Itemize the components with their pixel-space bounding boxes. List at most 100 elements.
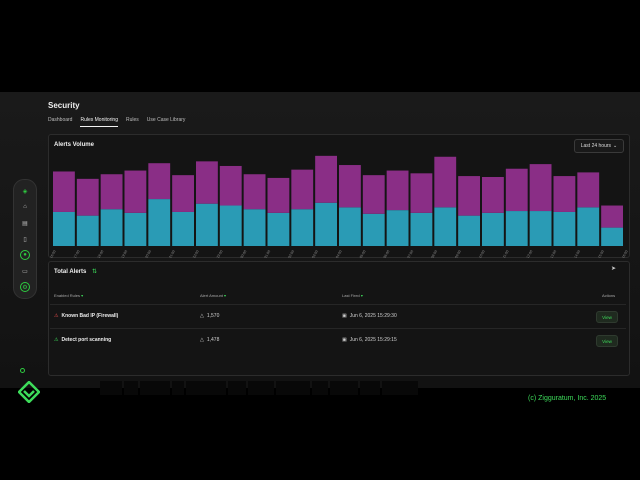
x-tick-label: 10:00 [478,249,486,258]
bar-segment-lower [339,207,361,246]
view-button[interactable]: View [596,335,618,347]
bar-segment-lower [386,210,409,246]
x-tick-label: 16:00 [621,249,628,258]
sort-icon[interactable]: ⇅ [92,269,98,275]
rule-name-cell[interactable]: ⚠ Detect port scanning [54,337,112,343]
bar-segment-upper [148,163,171,200]
bar-segment-lower [124,212,147,246]
zigguratum-logo-icon [18,381,40,403]
bar-segment-lower [434,207,457,246]
bar-segment-lower [577,207,600,246]
tab-rules-monitoring[interactable]: Rules Monitoring [80,117,118,127]
x-tick-label: 00:00 [240,249,248,258]
x-tick-label: 20:00 [144,249,152,258]
bar-segment-lower [148,199,171,246]
bar-segment-lower [482,212,504,246]
bar-segment-upper [219,165,242,206]
warning-icon: △ [200,337,204,343]
bar-segment-lower [505,211,528,246]
total-alerts-title: Total Alerts ⇅ [54,268,97,275]
tab-rules[interactable]: Rules [126,117,139,123]
x-tick-label: 05:00 [359,249,367,258]
bar-segment-upper [482,177,504,213]
x-tick-label: 21:00 [168,249,176,258]
page-title: Security [48,101,80,110]
bar-segment-lower [100,209,123,246]
last-fired-cell: ▣ Jun 6, 2025 15:29:30 [342,313,397,319]
bar-segment-upper [505,168,528,212]
tab-use-case-library[interactable]: Use Case Library [146,117,186,123]
row-divider [50,328,626,329]
bar-segment-lower [291,209,314,246]
x-tick-label: 23:00 [216,249,224,258]
header-last-fired[interactable]: Last Fired ▾ [342,293,363,298]
bar-segment-upper [76,178,99,216]
x-tick-label: 17:00 [73,249,81,258]
bar-segment-lower [267,212,290,246]
x-tick-label: 22:00 [192,249,200,258]
blurred-caption-strip [100,381,480,395]
x-tick-label: 16:00 [49,249,57,258]
bar-segment-upper [362,175,385,214]
tab-bar: Dashboard Rules Monitoring Rules Use Cas… [48,117,185,127]
x-tick-label: 08:00 [430,249,438,258]
document-icon[interactable]: ▯ [23,236,27,243]
alerts-volume-title: Alerts Volume [54,142,94,148]
x-tick-label: 01:00 [264,249,272,258]
tab-dashboard[interactable]: Dashboard [48,117,73,123]
bar-segment-lower [601,227,623,246]
diamond-icon[interactable]: ◈ [22,188,28,195]
rule-name-cell[interactable]: ⚠ Known Bad IP (Firewall) [54,313,119,319]
bar-segment-lower [172,211,194,246]
bar-segment-upper [434,156,457,208]
view-button[interactable]: View [596,311,618,323]
bar-segment-upper [100,174,123,210]
x-tick-label: 18:00 [97,249,105,258]
alert-amount-cell: △ 1,570 [200,313,220,319]
x-tick-label: 14:00 [573,249,581,258]
x-tick-label: 09:00 [454,249,462,258]
bar-segment-lower [196,203,218,246]
cursor-icon: ➤ [611,266,617,272]
bar-segment-upper [529,164,552,212]
x-tick-label: 06:00 [383,249,391,258]
bar-segment-upper [339,165,361,208]
bar-segment-upper [315,155,337,203]
shield-icon[interactable]: ● [20,250,30,260]
status-dot-icon [20,368,25,373]
x-tick-label: 04:00 [335,249,343,258]
time-range-dropdown[interactable]: Last 24 hours ⌄ [574,139,624,153]
total-alerts-panel [48,261,630,376]
alerts-volume-chart: 16:00 17:00 18:00 19:00 20:00 21:00 22:00 23:00… [49,155,628,258]
header-alert-amount[interactable]: Alert Amount ▾ [200,293,227,298]
settings-icon[interactable]: ⚙ [20,282,30,292]
bar-segment-lower [362,213,385,246]
x-tick-label: 15:00 [597,249,605,258]
home-icon[interactable]: ⌂ [23,204,27,210]
bar-segment-lower [553,211,576,246]
header-enabled-rules[interactable]: Enabled Rules ▾ [54,293,84,298]
bar-segment-lower [53,211,75,246]
bar-segment-upper [267,177,290,213]
bar-segment-lower [458,215,480,246]
bar-segment-upper [386,170,409,211]
time-range-label: Last 24 hours [580,143,612,149]
severity-high-icon: ⚠ [54,313,59,319]
x-tick-label: 11:00 [502,249,510,258]
warning-icon: △ [200,313,204,319]
x-tick-label: 12:00 [526,249,534,258]
bar-segment-upper [601,205,623,228]
x-tick-label: 19:00 [121,249,129,258]
x-tick-label: 02:00 [287,249,295,258]
chevron-down-icon: ⌄ [613,143,618,149]
bar-segment-upper [124,170,147,213]
bar-segment-lower [76,215,99,246]
bar-segment-upper [196,161,218,204]
bar-segment-upper [410,173,433,213]
monitor-icon[interactable]: ▭ [22,268,28,275]
list-icon[interactable]: ▤ [22,220,28,227]
bar-segment-upper [458,176,480,216]
x-tick-label: 13:00 [550,249,558,258]
copyright-text: (c) Zigguratum, Inc. 2025 [528,395,607,402]
total-alerts-label: Total Alerts [54,269,87,275]
